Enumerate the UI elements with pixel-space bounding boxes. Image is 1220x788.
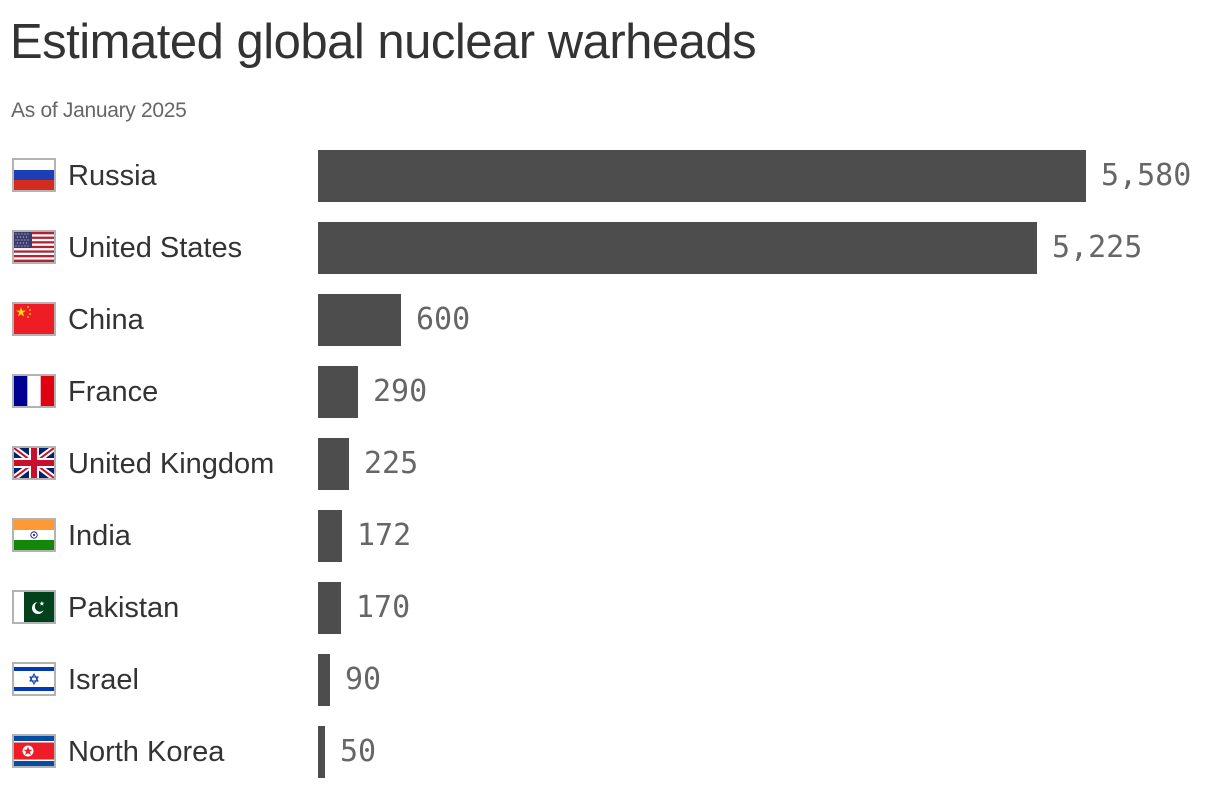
bar-row-china: China 600 — [0, 294, 1220, 346]
bar — [318, 582, 341, 634]
pakistan-flag-icon — [12, 590, 56, 624]
value-label: 5,580 — [1101, 158, 1192, 193]
bar — [318, 510, 342, 562]
france-flag-icon — [12, 374, 56, 408]
bar — [318, 654, 330, 706]
bar — [318, 726, 325, 778]
uk-flag-icon — [12, 446, 56, 480]
country-label: France — [68, 376, 159, 408]
bar-row-pakistan: Pakistan 170 — [0, 582, 1220, 634]
value-label: 50 — [340, 734, 377, 769]
country-label: India — [68, 520, 131, 552]
bar — [318, 294, 401, 346]
bar — [318, 150, 1086, 202]
bar — [318, 222, 1037, 274]
value-label: 5,225 — [1052, 230, 1143, 265]
value-label: 225 — [364, 446, 419, 481]
india-flag-icon — [12, 518, 56, 552]
bar-row-united-kingdom: United Kingdom 225 — [0, 438, 1220, 490]
country-label: Israel — [68, 664, 139, 696]
bar — [318, 438, 349, 490]
country-label: China — [68, 304, 144, 336]
bar-row-israel: Israel 90 — [0, 654, 1220, 706]
bar-row-russia: Russia 5,580 — [0, 150, 1220, 202]
country-label: Pakistan — [68, 592, 180, 624]
country-label: United States — [68, 232, 243, 264]
usa-flag-icon — [12, 230, 56, 264]
russia-flag-icon — [12, 158, 56, 192]
value-label: 170 — [356, 590, 411, 625]
bar-row-north-korea: North Korea 50 — [0, 726, 1220, 778]
north-korea-flag-icon — [12, 734, 56, 768]
israel-flag-icon — [12, 662, 56, 696]
china-flag-icon — [12, 302, 56, 336]
country-label: North Korea — [68, 736, 225, 768]
country-label: United Kingdom — [68, 448, 275, 480]
chart-subtitle: As of January 2025 — [11, 99, 187, 122]
country-label: Russia — [68, 160, 157, 192]
bar-row-india: India 172 — [0, 510, 1220, 562]
value-label: 600 — [416, 302, 471, 337]
bar-row-france: France 290 — [0, 366, 1220, 418]
bar-row-united-states: United States 5,225 — [0, 222, 1220, 274]
value-label: 290 — [373, 374, 428, 409]
value-label: 172 — [357, 518, 412, 553]
bar — [318, 366, 358, 418]
chart-title: Estimated global nuclear warheads — [10, 15, 757, 69]
value-label: 90 — [345, 662, 382, 697]
